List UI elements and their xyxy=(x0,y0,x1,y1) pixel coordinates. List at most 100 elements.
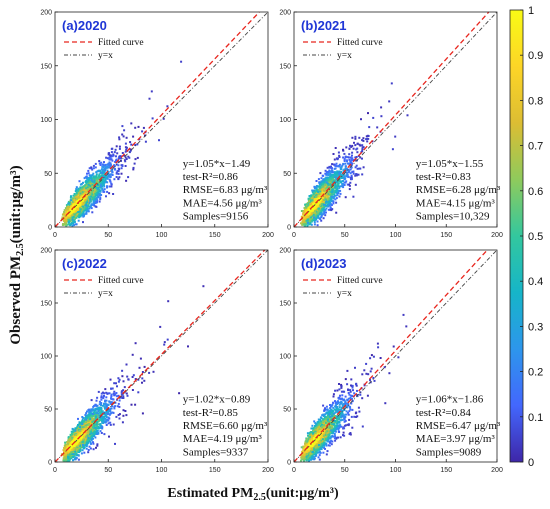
data-point xyxy=(362,137,365,140)
data-point xyxy=(328,169,331,172)
data-point xyxy=(134,144,137,146)
data-point xyxy=(91,183,94,186)
stats-line: y=1.05*x−1.49 xyxy=(183,158,251,170)
data-point xyxy=(349,156,352,159)
data-point xyxy=(75,192,78,194)
data-point xyxy=(117,164,120,167)
data-point xyxy=(90,191,93,194)
data-point xyxy=(361,139,364,142)
data-point xyxy=(105,166,108,169)
data-point xyxy=(106,157,109,160)
data-point xyxy=(74,209,77,212)
data-point xyxy=(92,202,95,205)
data-point xyxy=(84,200,86,203)
data-point xyxy=(361,157,363,160)
data-point xyxy=(362,139,365,142)
data-point xyxy=(78,199,81,202)
data-point xyxy=(94,166,97,169)
data-point xyxy=(125,158,128,160)
data-point xyxy=(362,166,365,169)
data-point xyxy=(352,170,355,173)
data-point xyxy=(87,169,90,172)
data-point xyxy=(85,187,88,190)
data-point xyxy=(104,178,107,181)
data-point xyxy=(101,187,104,190)
data-point xyxy=(76,205,78,208)
data-point xyxy=(321,191,324,194)
data-point xyxy=(108,174,111,177)
data-point xyxy=(120,157,122,160)
data-point xyxy=(74,223,77,226)
data-point xyxy=(83,190,86,193)
data-point xyxy=(320,216,323,219)
data-point xyxy=(321,213,324,216)
data-point xyxy=(98,174,101,177)
data-point xyxy=(327,205,330,208)
data-point xyxy=(351,144,354,147)
data-point xyxy=(313,187,316,190)
data-point xyxy=(355,174,358,177)
data-point xyxy=(337,179,340,182)
data-point xyxy=(106,181,109,184)
data-point xyxy=(325,204,328,207)
data-point xyxy=(354,166,357,169)
data-point xyxy=(336,165,339,168)
data-point xyxy=(132,168,135,171)
data-point xyxy=(73,213,76,216)
data-point xyxy=(319,218,322,220)
data-point xyxy=(341,164,344,167)
data-point xyxy=(320,181,323,184)
data-point xyxy=(116,152,119,155)
data-point xyxy=(332,197,335,200)
data-point xyxy=(73,202,76,205)
data-point xyxy=(71,216,74,219)
data-point xyxy=(324,178,327,181)
data-point xyxy=(108,156,111,159)
data-point xyxy=(95,191,98,194)
data-point xyxy=(89,181,92,184)
data-point xyxy=(338,156,341,158)
data-point xyxy=(350,166,353,169)
data-point xyxy=(74,204,77,207)
data-point xyxy=(84,201,87,204)
data-point xyxy=(106,176,108,179)
data-point xyxy=(80,195,83,198)
data-point xyxy=(101,188,104,191)
data-point xyxy=(68,218,71,221)
data-point xyxy=(87,210,90,213)
data-point xyxy=(72,197,75,200)
data-point xyxy=(124,165,127,167)
data-point xyxy=(101,168,103,171)
data-point xyxy=(322,174,325,177)
data-point xyxy=(94,199,97,202)
data-point xyxy=(365,135,368,138)
data-point xyxy=(79,203,82,206)
data-point xyxy=(87,172,90,175)
data-point xyxy=(326,172,329,175)
data-point xyxy=(352,147,355,150)
data-point xyxy=(347,162,349,165)
data-point xyxy=(166,105,169,108)
data-point xyxy=(115,155,117,158)
data-point xyxy=(87,183,90,186)
data-point xyxy=(113,164,116,167)
data-point xyxy=(75,186,78,189)
data-point xyxy=(324,172,327,175)
data-point xyxy=(68,203,71,206)
data-point xyxy=(318,181,321,184)
data-point xyxy=(312,189,315,192)
data-point xyxy=(88,184,91,187)
data-point xyxy=(87,182,90,185)
x-tick-label: 50 xyxy=(104,232,112,239)
data-point xyxy=(85,208,88,211)
data-point xyxy=(325,177,328,180)
data-point xyxy=(86,188,89,191)
data-point xyxy=(88,193,91,196)
data-point xyxy=(92,193,95,196)
data-point xyxy=(351,157,354,160)
data-point xyxy=(110,182,113,185)
data-point xyxy=(141,130,144,133)
data-point xyxy=(354,174,357,177)
data-point xyxy=(89,174,92,177)
data-point xyxy=(108,152,111,155)
